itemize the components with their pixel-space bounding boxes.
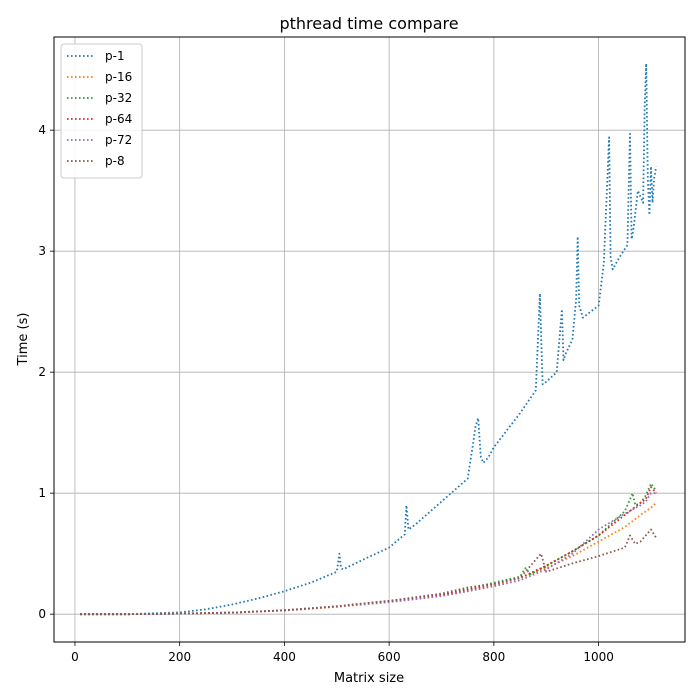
y-tick-label: 4 <box>38 123 46 137</box>
series-line-p-72 <box>80 492 657 616</box>
series-line-p-64 <box>80 486 657 616</box>
y-tick-label: 2 <box>38 365 46 379</box>
legend-label: p-8 <box>105 154 125 168</box>
x-axis-label: Matrix size <box>334 671 404 686</box>
chart-title: pthread time compare <box>279 14 458 33</box>
legend: p-1 p-16 p-32 p-64 p-72 p-8 <box>60 43 143 179</box>
y-axis-label: Time (s) <box>16 313 31 367</box>
legend-label: p-32 <box>105 91 132 105</box>
x-tick-label: 600 <box>378 650 401 664</box>
y-tick-label: 0 <box>38 607 46 621</box>
legend-label: p-64 <box>105 112 132 126</box>
legend-label: p-1 <box>105 49 125 63</box>
x-tick-label: 0 <box>71 650 79 664</box>
series-line-p-1 <box>80 62 658 616</box>
legend-label: p-72 <box>105 133 132 147</box>
x-tick-label: 200 <box>168 650 191 664</box>
plot-series <box>80 62 658 616</box>
x-tick-label: 400 <box>273 650 296 664</box>
x-tick-label: 1000 <box>583 650 614 664</box>
legend-label: p-16 <box>105 70 132 84</box>
grid-lines <box>54 37 685 642</box>
y-tick-label: 3 <box>38 244 46 258</box>
legend-box <box>60 43 143 179</box>
y-tick-label: 1 <box>38 486 46 500</box>
axis-ticks: 0 200 400 600 800 1000 0 1 2 3 4 <box>38 123 614 664</box>
x-tick-label: 800 <box>482 650 505 664</box>
plot-frame <box>53 36 686 643</box>
